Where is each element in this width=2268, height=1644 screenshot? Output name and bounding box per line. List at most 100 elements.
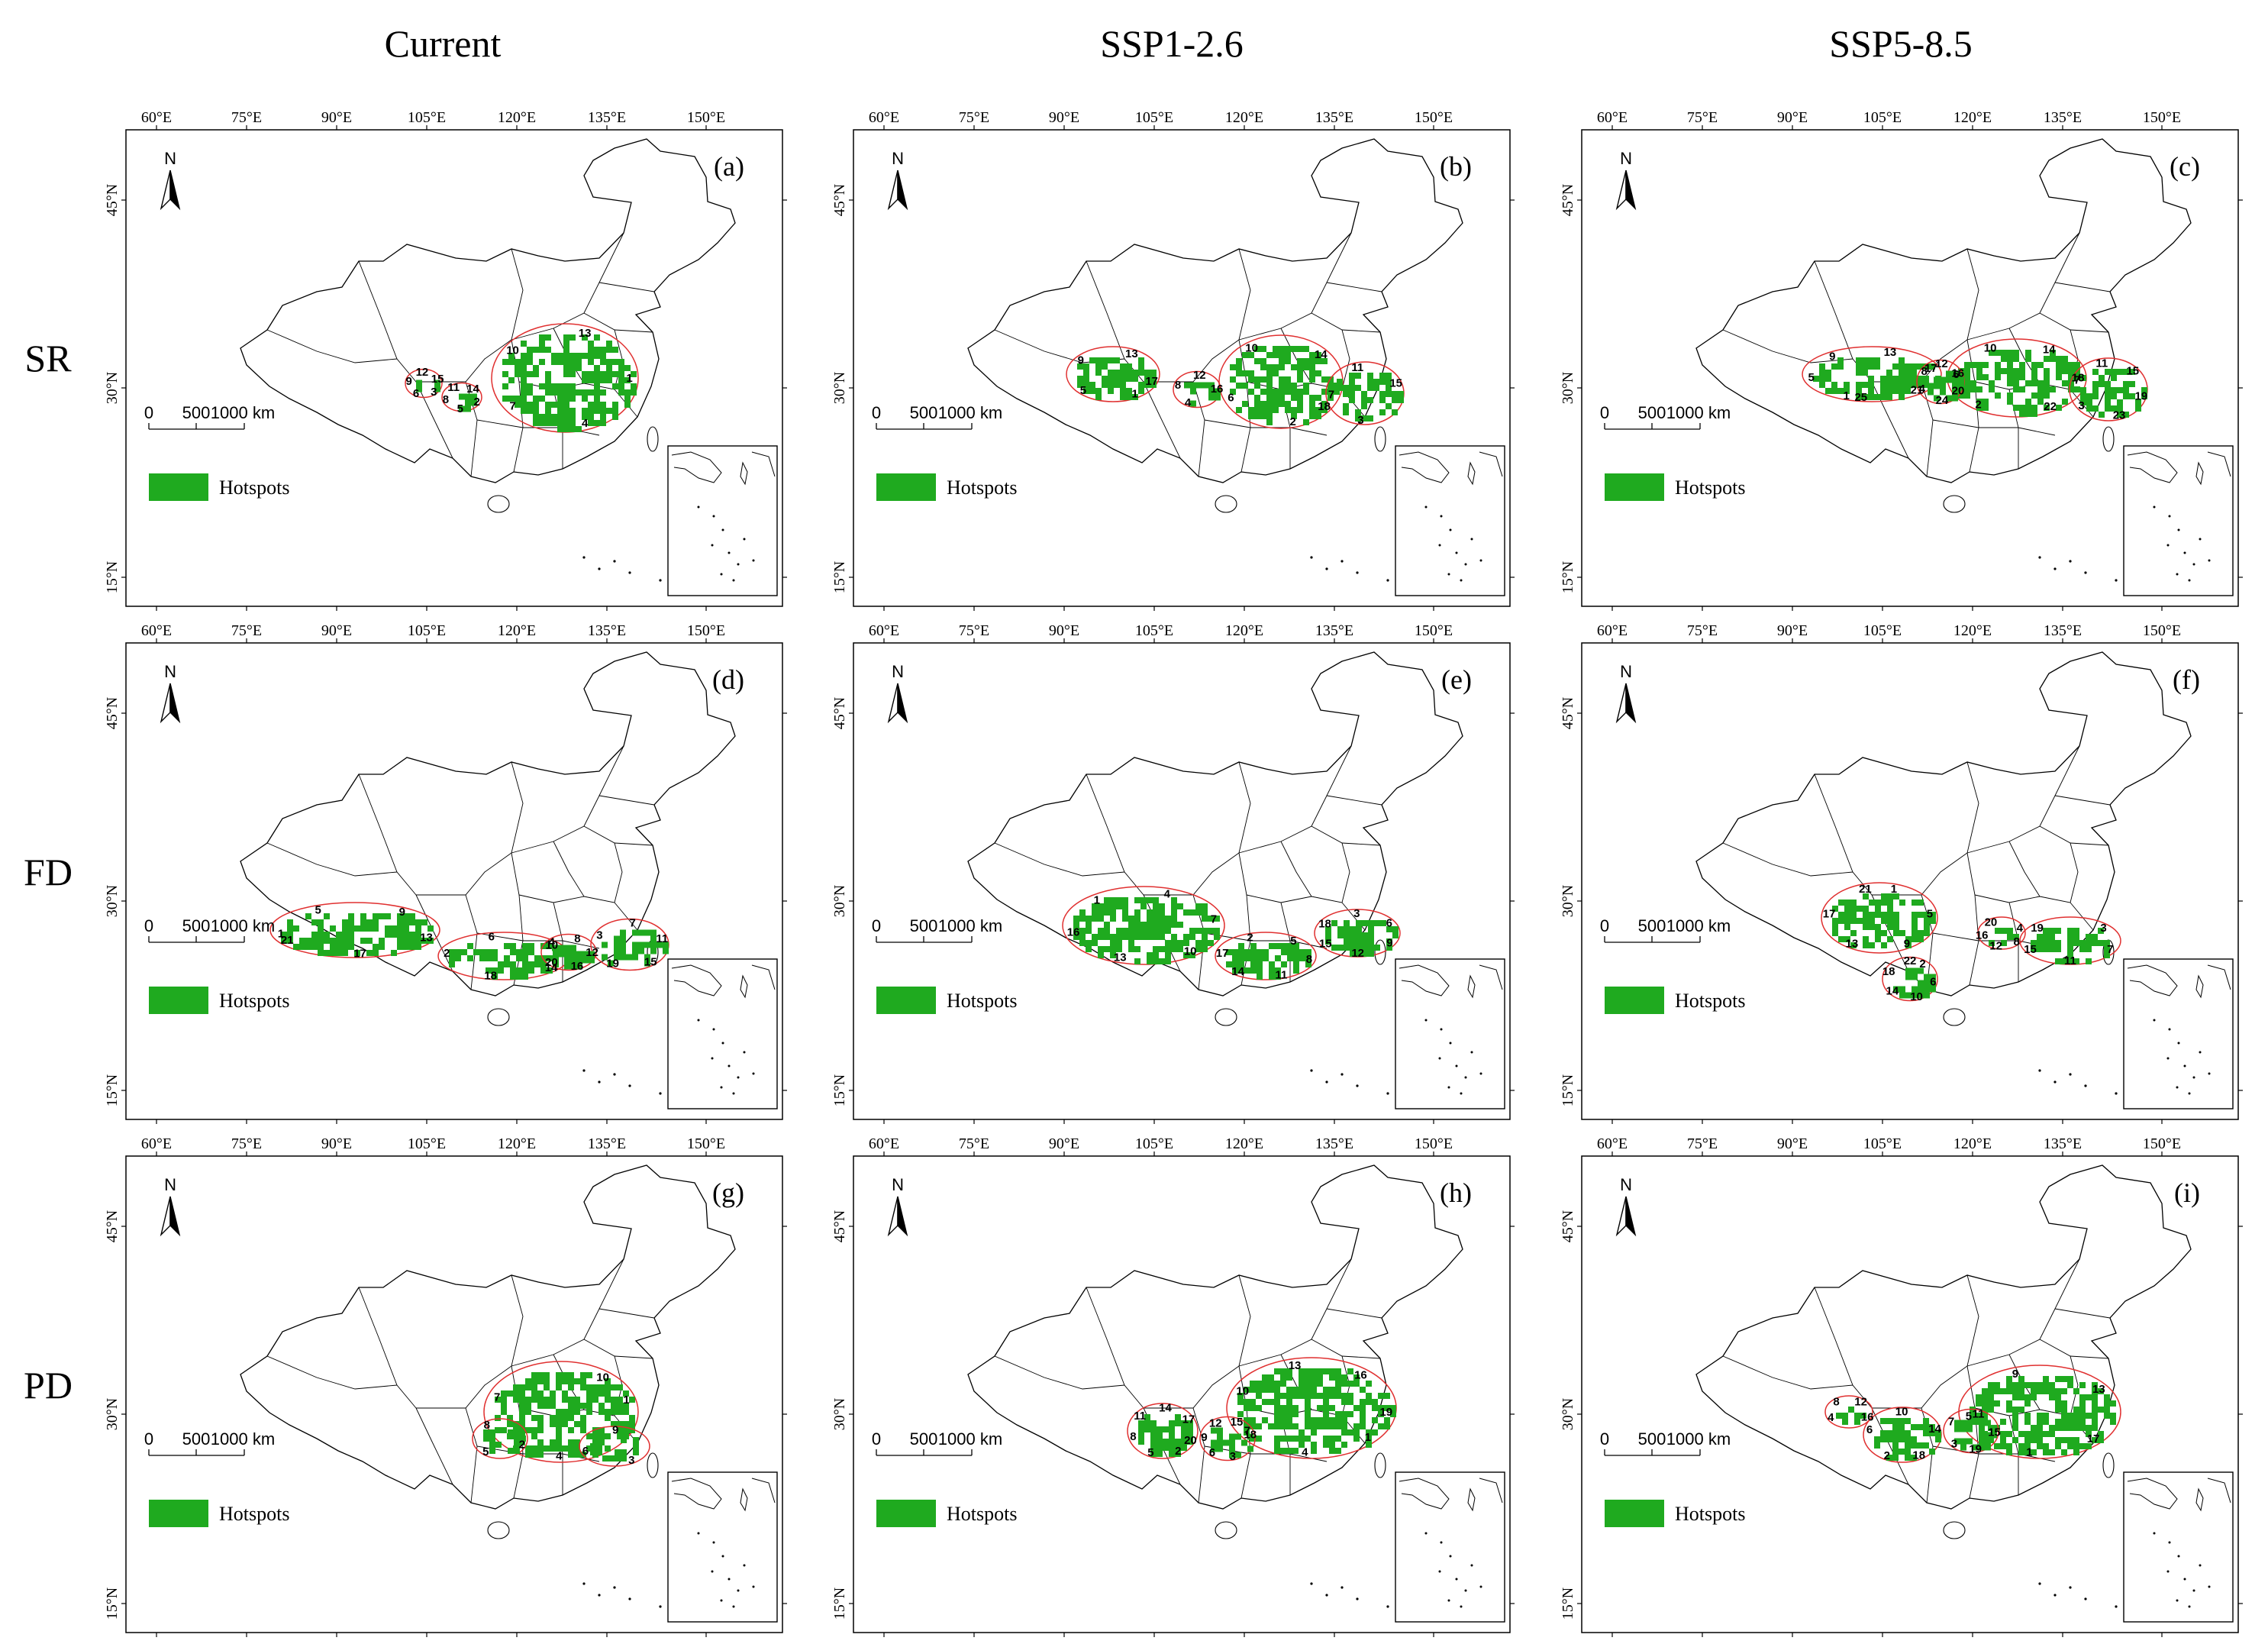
hotspot-cell (2037, 1382, 2043, 1388)
hotspot-cell (525, 1445, 531, 1452)
hotspot-cell (1226, 961, 1232, 967)
hotspot-number: 24 (1936, 394, 1949, 407)
hotspot-cell (531, 1390, 537, 1397)
hotspot-cell (1995, 362, 2001, 368)
hotspot-cell (498, 961, 504, 967)
hotspot-cell (1372, 1417, 1378, 1423)
hotspot-cell (2006, 1449, 2012, 1455)
hotspot-cell (1344, 932, 1350, 938)
hotspot-cell (545, 408, 551, 414)
hotspot-cell (1104, 922, 1110, 928)
hotspot-cell (624, 377, 631, 383)
hotspot-cell (1280, 1374, 1286, 1381)
hotspot-number: 14 (1231, 965, 1244, 978)
hotspot-number: 3 (2078, 399, 2084, 412)
country-outline (1695, 138, 2192, 483)
hotspot-cell (495, 1427, 501, 1433)
hotspot-cell (2031, 380, 2037, 386)
hotspot-number: 10 (1184, 945, 1197, 958)
hotspot-number: 4 (2017, 922, 2024, 935)
hotspot-cell (1171, 946, 1177, 952)
hotspot-cell (1349, 379, 1355, 385)
hotspot-cell (1266, 364, 1273, 370)
hotspot-cell (1893, 912, 1899, 918)
hotspot-cell (620, 954, 626, 961)
hotspot-cell (605, 1378, 611, 1384)
hotspot-cell (1368, 938, 1374, 945)
hotspot-cell (1132, 376, 1138, 382)
hotspot-cell (1257, 974, 1263, 980)
hotspot-number: 16 (1976, 929, 1989, 942)
hotspot-cell (650, 935, 657, 942)
hotspot-cell (606, 408, 612, 414)
hotspot-cell (455, 955, 461, 961)
north-arrow-icon: N (1615, 149, 1637, 211)
hotspot-cell (620, 929, 626, 936)
hotspot-cell (492, 955, 498, 961)
hotspot-cell (1257, 961, 1263, 967)
hotspot-cell (606, 359, 612, 365)
latitude-tick-label: 45°N (1560, 184, 1576, 216)
hotspot-cell (1285, 352, 1291, 358)
longitude-tick-label: 120°E (1225, 109, 1263, 126)
hotspot-cell (602, 1455, 608, 1462)
hotspot-cell (519, 1427, 525, 1433)
hotspot-cell (1918, 930, 1924, 936)
hotspot-cell (1217, 1445, 1223, 1452)
hotspot-number: 7 (509, 400, 515, 413)
hotspot-cell (618, 359, 624, 365)
hotspot-cell (1110, 916, 1116, 922)
hotspot-cell (397, 919, 403, 925)
hotspot-cell (531, 1384, 537, 1390)
hotspot-cell (1923, 1424, 1929, 1430)
scale-label: 1000 km (938, 403, 1002, 422)
hotspot-cell (1988, 1407, 1994, 1413)
hotspot-number: 7 (1211, 913, 1217, 926)
hotspot-cell (594, 371, 600, 377)
hotspot-cell (621, 1437, 627, 1443)
hotspot-cell (588, 402, 594, 408)
hotspot-cell (486, 955, 492, 961)
hotspot-number: 2 (1884, 1449, 1890, 1462)
latitude-tick-label: 30°N (831, 1398, 848, 1430)
hotspot-cell (1279, 346, 1285, 352)
hotspot-cell (379, 938, 385, 944)
hotspot-cell (1303, 419, 1309, 425)
hotspot-cell (1073, 928, 1079, 934)
hotspot-cell (564, 963, 570, 970)
province-boundary (415, 381, 453, 459)
hotspot-cell (311, 938, 318, 944)
hotspot-number: 9 (1386, 937, 1392, 950)
longitude-tick-label: 90°E (1777, 109, 1808, 126)
hotspot-cell (1976, 386, 1982, 392)
longitude-tick-label: 60°E (1597, 622, 1628, 639)
hotspot-cell (1260, 401, 1266, 407)
hotspot-cell (2037, 1413, 2043, 1419)
hotspot-cell (2073, 1425, 2079, 1431)
hotspot-cell (1092, 934, 1098, 940)
hotspot-cell (2018, 1443, 2024, 1449)
hotspot-cell (540, 961, 547, 967)
hotspot-cell (633, 1437, 639, 1443)
hotspot-cell (576, 353, 582, 359)
hotspot-number: 10 (1984, 341, 1997, 354)
hotspot-cell (562, 1378, 568, 1384)
hotspot-cell (1964, 380, 1970, 386)
hotspot-cell (534, 961, 540, 967)
longitude-tick-label: 150°E (2143, 109, 2181, 126)
hotspot-cell (1248, 370, 1254, 376)
hotspot-cell (1268, 1387, 1274, 1393)
hotspot-cell (574, 1403, 580, 1409)
hotspot-cell (614, 935, 620, 942)
hotspot-number: 23 (2113, 409, 2126, 421)
hotspot-cell (1196, 382, 1202, 389)
hotspot-cell (293, 925, 299, 932)
hotspot-cell (1335, 1417, 1341, 1423)
hotspot-cell (663, 948, 669, 954)
hotspot-cell (1844, 936, 1850, 942)
hotspot-cell (629, 1397, 635, 1403)
hotspot-cell (1309, 376, 1315, 383)
hotspot-cell (1311, 1423, 1317, 1429)
hotspot-cell (492, 967, 498, 974)
hotspot-cell (1147, 952, 1153, 958)
